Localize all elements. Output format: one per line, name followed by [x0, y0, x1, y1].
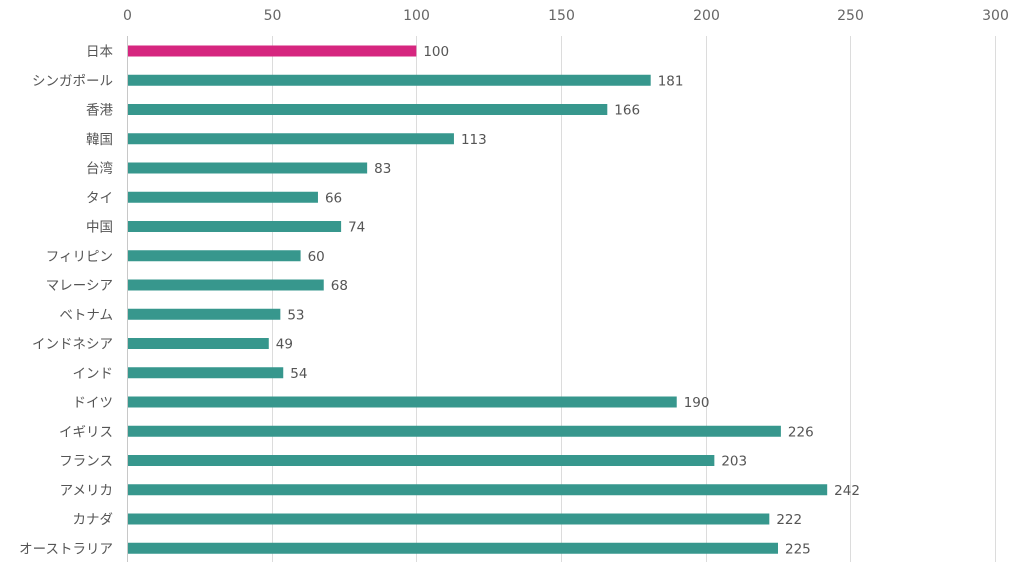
bar-10 — [128, 338, 269, 349]
data-label: 74 — [348, 220, 365, 236]
data-label: 100 — [423, 44, 449, 60]
category-label: オーストラリア — [19, 541, 113, 557]
category-label: 韓国 — [86, 132, 113, 148]
bar-7 — [128, 250, 301, 262]
category-label: イギリス — [59, 424, 113, 440]
x-tick-label: 50 — [264, 8, 282, 24]
bar-3 — [128, 133, 454, 145]
data-label: 225 — [785, 541, 811, 557]
data-label: 242 — [834, 483, 860, 499]
data-label: 113 — [461, 132, 487, 148]
data-label: 181 — [658, 73, 684, 89]
data-label: 166 — [614, 103, 640, 119]
bar-14 — [128, 455, 715, 466]
data-labels: 100 181 166 113 83 66 74 60 68 53 49 54 190 226 203 242… — [276, 44, 860, 557]
category-label: 中国 — [86, 220, 113, 236]
category-label: 香港 — [86, 103, 113, 119]
category-label: フランス — [59, 454, 113, 470]
bar-2 — [128, 104, 608, 115]
data-label: 66 — [325, 190, 342, 206]
bar-13 — [128, 425, 781, 437]
x-tick-label: 0 — [123, 8, 132, 24]
x-tick-label: 150 — [548, 8, 575, 24]
bar-8 — [128, 279, 324, 291]
bar-4 — [128, 162, 368, 174]
data-label: 53 — [287, 307, 304, 323]
x-tick-label: 200 — [693, 8, 720, 24]
category-label: フィリピン — [46, 249, 113, 265]
category-labels: 日本シンガポール香港韓国台湾タイ中国フィリピンマレーシアベトナムインドネシアイン… — [19, 44, 113, 557]
data-label: 68 — [331, 278, 348, 294]
x-axis-ticks: 0 50 100 150 200 250 300 — [123, 8, 1009, 24]
bar-1 — [128, 74, 651, 86]
data-label: 203 — [721, 454, 747, 470]
bar-0 — [128, 45, 417, 57]
bar-16 — [128, 513, 770, 525]
bars — [128, 45, 828, 554]
data-label: 222 — [776, 512, 802, 528]
bar-12 — [128, 396, 677, 408]
bar-5 — [128, 191, 318, 203]
category-label: ベトナム — [59, 307, 113, 323]
x-tick-label: 300 — [982, 8, 1009, 24]
category-label: 台湾 — [86, 160, 113, 177]
bar-17 — [128, 542, 778, 554]
data-label: 190 — [684, 395, 710, 411]
data-label: 83 — [374, 161, 391, 177]
category-label: インド — [73, 366, 114, 382]
bar-15 — [128, 484, 828, 496]
data-label: 60 — [308, 249, 325, 265]
category-label: シンガポール — [32, 73, 113, 89]
x-tick-label: 100 — [403, 8, 430, 24]
bar-9 — [128, 308, 281, 320]
gridlines — [127, 36, 996, 562]
category-label: 日本 — [86, 44, 113, 60]
category-label: ドイツ — [73, 395, 114, 411]
bar-6 — [128, 221, 342, 232]
x-tick-label: 250 — [837, 8, 864, 24]
data-label: 226 — [788, 424, 814, 440]
category-label: カナダ — [73, 512, 114, 528]
data-label: 49 — [276, 337, 293, 353]
category-label: マレーシア — [46, 278, 113, 294]
bar-11 — [128, 367, 284, 379]
data-label: 54 — [290, 366, 307, 382]
category-label: インドネシア — [32, 337, 113, 353]
category-label: タイ — [86, 190, 113, 206]
category-label: アメリカ — [60, 483, 113, 499]
